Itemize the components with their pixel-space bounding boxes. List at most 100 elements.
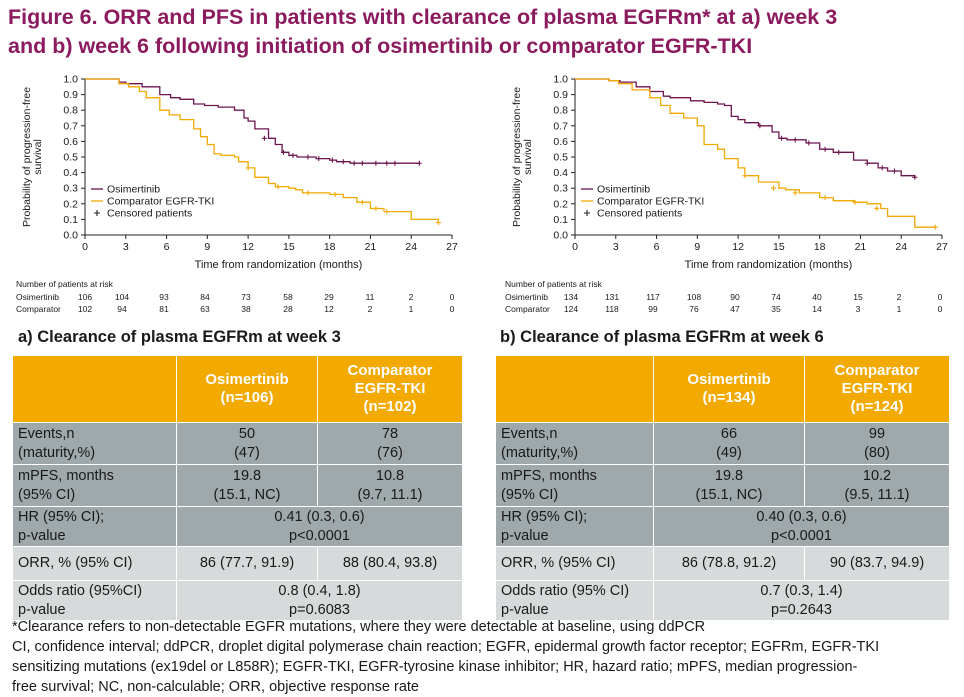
censor-mark [316,156,322,162]
risk-value: 84 [200,292,210,302]
row-label: HR (95% CI); p-value [12,506,177,547]
cell-comparator: 78 (76) [317,422,463,465]
risk-value: 90 [730,292,740,302]
censor-mark [891,168,897,174]
risk-table-title: Number of patients at risk [505,279,602,289]
y-tick-label: 0.3 [553,183,568,195]
footnote-line: sensitizing mutations (ex19del or L858R)… [12,659,858,675]
header-osimertinib: Osimertinib (n=134) [653,355,805,423]
header-comparator: Comparator EGFR-TKI (n=102) [317,355,463,423]
label-text: p-value [501,527,549,544]
risk-value: 117 [646,292,660,302]
x-tick-label: 3 [613,241,619,253]
cell-comparator: 90 (83.7, 94.9) [804,546,950,581]
footnote-line: free survival; NC, non-calculable; ORR, … [12,679,419,695]
table-row-hr: HR (95% CI); p-value 0.40 (0.3, 0.6) p<0.0… [495,506,950,547]
censor-mark [373,160,379,166]
x-tick-label: 21 [365,241,377,253]
censor-mark [912,174,918,180]
table-row-odds-ratio: Odds ratio (95%CI) p-value 0.8 (0.4, 1.8)… [12,580,463,621]
y-tick-label: 0.8 [553,105,568,117]
cell-osimertinib: 86 (77.7, 91.9) [176,546,318,581]
header-text: EGFR-TKI [841,380,913,397]
cell-osimertinib: 86 (78.8, 91.2) [653,546,805,581]
km-curve-comparator-egfr-tki [575,78,936,228]
y-tick-label: 0.3 [63,183,78,195]
value-text: p=0.2643 [771,601,832,618]
value-text: 19.8 [714,467,744,484]
risk-value: 106 [77,292,93,302]
label-text: (95% CI) [501,486,559,503]
censor-mark [373,205,379,211]
value-text: 10.2 [862,467,892,484]
row-label: Events,n (maturity,%) [495,422,654,465]
cell-comparator: 99 (80) [804,422,950,465]
row-label: Odds ratio (95% CI) p-value [495,580,654,621]
legend-label: Osimertinib [107,184,160,196]
cell-osimertinib: 19.8 (15.1, NC) [653,464,805,507]
label-text: Events,n [18,425,75,442]
censor-mark [340,159,346,165]
table-row-orr: ORR, % (95% CI) 86 (78.8, 91.2) 90 (83.7… [495,546,950,581]
risk-row-label-osimertinib: Osimertinib [16,292,59,302]
legend-censor-mark [584,210,590,216]
y-tick-label: 0.5 [63,152,78,164]
figure-title-line-1: Figure 6. ORR and PFS in patients with c… [8,5,838,29]
x-tick-label: 9 [204,241,210,253]
risk-value: 38 [241,304,251,314]
risk-value: 47 [730,304,740,314]
y-tick-label: 0.2 [553,198,568,210]
figure-title: Figure 6. ORR and PFS in patients with c… [8,3,958,61]
value-text: (9.7, 11.1) [357,486,423,503]
risk-value: 76 [689,304,699,314]
risk-row-label-osimertinib: Osimertinib [505,292,548,302]
censor-mark [435,220,441,226]
x-tick-label: 15 [773,241,785,253]
table-row-mpfs: mPFS, months (95% CI) 19.8 (15.1, NC) 10.2… [495,464,950,507]
risk-value: 93 [159,292,169,302]
x-tick-label: 9 [694,241,700,253]
x-tick-label: 18 [324,241,336,253]
results-table-week6: Osimertinib (n=134) Comparator EGFR-TKI … [495,355,950,621]
risk-value: 40 [812,292,822,302]
censor-mark [305,190,311,196]
y-tick-label: 1.0 [63,74,78,86]
censor-mark [245,165,251,171]
row-label: Odds ratio (95%CI) p-value [12,580,177,621]
label-text: p-value [18,601,66,618]
label-text: Odds ratio (95% CI) [501,582,630,599]
censor-mark [384,160,390,166]
header-text: Comparator [834,362,920,379]
row-label: mPFS, months (95% CI) [495,464,654,507]
value-text: p<0.0001 [771,527,832,544]
km-curve-osimertinib [85,78,420,164]
risk-value: 81 [159,304,169,314]
legend-censor-mark [94,210,100,216]
risk-value: 3 [855,304,861,314]
risk-value: 0 [937,304,943,314]
risk-value: 2 [408,292,414,302]
cell-osimertinib: 50 (47) [176,422,318,465]
censor-mark [792,137,798,143]
y-axis-label: Probability of progression-free [511,87,523,227]
risk-value: 131 [604,292,620,302]
value-text: 0.40 (0.3, 0.6) [756,508,847,525]
censor-mark [852,199,858,205]
y-axis-label: survival [522,139,534,175]
legend-label: Comparator EGFR-TKI [597,196,704,208]
y-tick-label: 0.9 [553,89,568,101]
risk-value: 0 [449,292,455,302]
x-tick-label: 27 [446,241,458,253]
censor-mark [332,191,338,197]
header-empty-cell [12,355,177,423]
table-row-events: Events,n (maturity,%) 50 (47) 78 (76) [12,422,463,465]
cell-combined: 0.40 (0.3, 0.6) p<0.0001 [653,506,950,547]
censor-mark [351,160,357,166]
risk-value: 28 [283,304,293,314]
y-tick-label: 0.4 [63,167,78,179]
label-text: HR (95% CI); [18,508,105,525]
risk-value: 134 [563,292,579,302]
value-text: p=0.6083 [289,601,350,618]
footnote-line: CI, confidence interval; ddPCR, droplet … [12,639,880,655]
x-axis-label: Time from randomization (months) [195,259,363,271]
